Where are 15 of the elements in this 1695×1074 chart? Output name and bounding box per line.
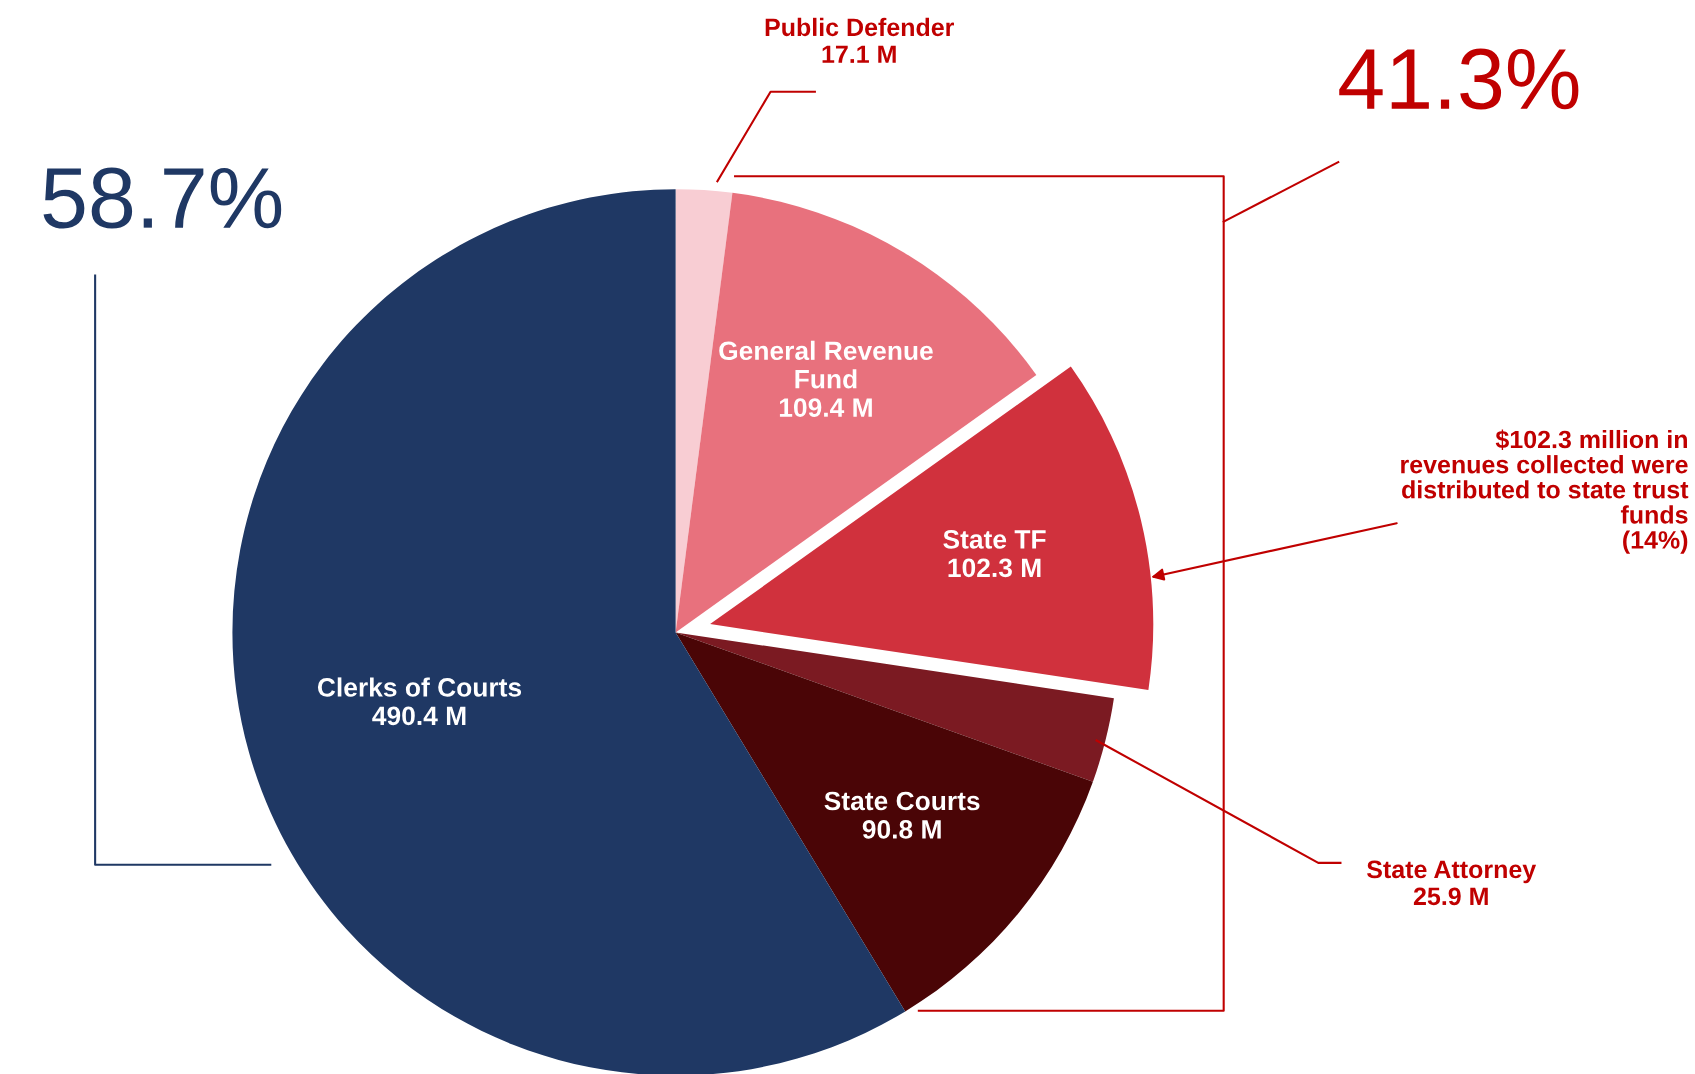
data-label: 25.9 M (1413, 887, 1488, 906)
data-label: 90.8 M (862, 820, 941, 839)
data-label: 490.4 M (372, 706, 466, 726)
data-label: 17.1 M (822, 45, 896, 63)
text: 41.3% (1339, 48, 1579, 110)
data-label: 109.4 M (779, 398, 872, 417)
slice-label: State Attorney (1367, 860, 1537, 884)
slice-label: Public Defender (765, 17, 954, 37)
slice-label: State TF (943, 530, 1046, 549)
slice-label: Clerks of Courts (317, 677, 522, 697)
text: 58.7% (43, 167, 282, 229)
slice-label: State Courts (824, 791, 980, 811)
slice-label: General Revenue Fund (719, 340, 933, 389)
data-label: 102.3 M (948, 558, 1041, 578)
text: $102.3 million in revenues collected were distributed to state trust funds (14%) (1401, 429, 1689, 554)
